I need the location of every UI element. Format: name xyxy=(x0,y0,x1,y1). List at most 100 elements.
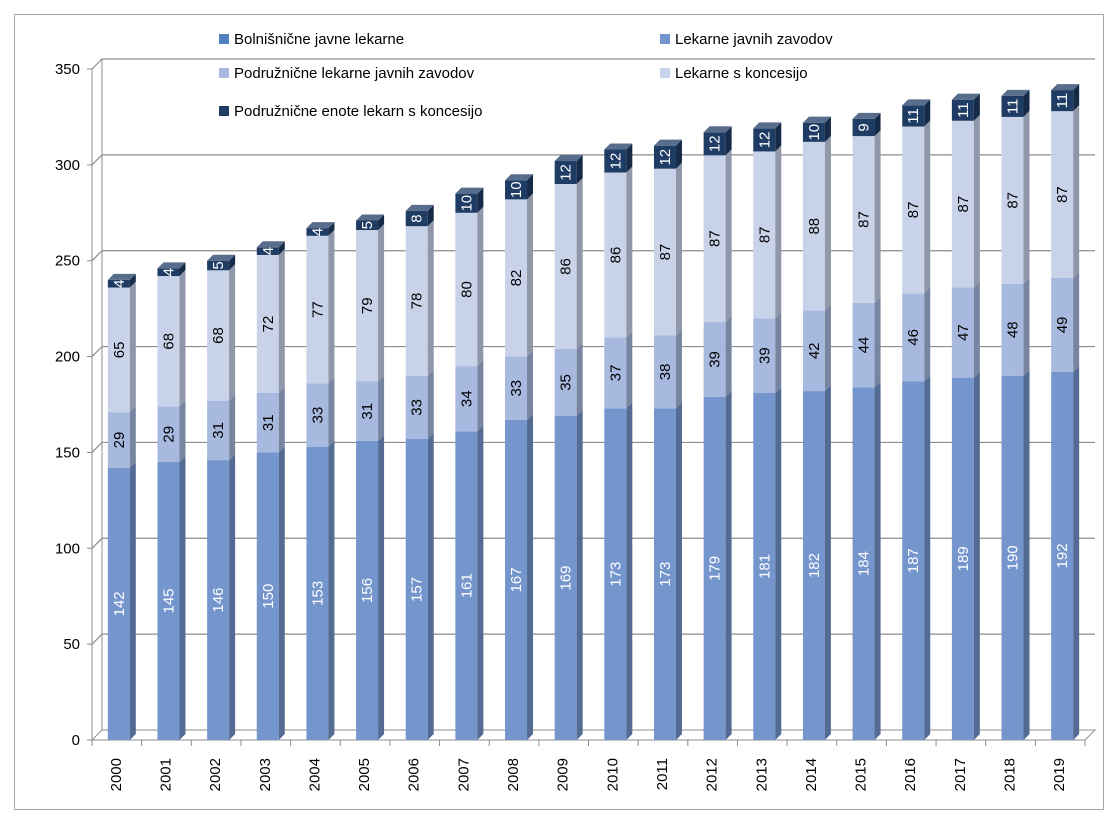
bar-side xyxy=(427,220,434,376)
bar-front xyxy=(802,310,825,392)
bar-top xyxy=(207,254,236,261)
bar-side xyxy=(179,400,186,463)
bar-side xyxy=(229,254,236,271)
bar-side xyxy=(1023,110,1030,284)
bar-top xyxy=(1001,89,1030,96)
bar-segment xyxy=(1001,369,1030,740)
bar-segment xyxy=(207,254,236,271)
bar-top xyxy=(356,214,385,221)
bar-side xyxy=(725,316,732,397)
bar-front xyxy=(1001,283,1024,376)
bar-segment xyxy=(852,112,881,137)
x-tick-label: 2008 xyxy=(505,758,522,791)
bar-side xyxy=(973,371,980,740)
gridline xyxy=(91,345,1095,357)
bar-side xyxy=(427,433,434,740)
data-label: 145 xyxy=(160,588,177,613)
legend-swatch xyxy=(219,106,229,116)
bar-side xyxy=(626,331,633,409)
bar-front xyxy=(505,180,528,200)
bar-front xyxy=(455,193,478,213)
bar-segment xyxy=(802,385,831,740)
x-tick-label: 2002 xyxy=(207,758,224,791)
bar-front xyxy=(1001,95,1024,117)
bar-side xyxy=(1073,105,1080,278)
data-label: 78 xyxy=(409,293,426,310)
data-label: 37 xyxy=(607,365,624,382)
data-label: 72 xyxy=(260,316,277,333)
bar-side xyxy=(477,425,484,740)
data-label: 82 xyxy=(508,270,525,287)
bar-front xyxy=(157,268,180,277)
data-label: 29 xyxy=(111,432,128,449)
legend-swatch xyxy=(219,34,229,44)
bar-front xyxy=(455,431,478,740)
x-tick-label: 2007 xyxy=(455,758,472,791)
bar-front xyxy=(356,230,379,382)
bar-front xyxy=(405,439,428,740)
bar-front xyxy=(405,375,428,440)
bar-segment xyxy=(902,120,931,294)
bar-side xyxy=(179,262,186,277)
bar-front xyxy=(306,446,329,740)
bar-segment xyxy=(306,440,335,740)
bar-front xyxy=(455,366,478,432)
bar-front xyxy=(256,392,279,453)
bar-side xyxy=(824,135,831,311)
data-label: 187 xyxy=(905,548,922,573)
bar-segment xyxy=(1051,84,1080,112)
bar-segment xyxy=(405,204,434,227)
bar-top xyxy=(802,116,831,123)
bar-front xyxy=(554,161,577,185)
bar-segment xyxy=(1001,89,1030,117)
bar-front xyxy=(902,381,925,740)
bar-front xyxy=(554,348,577,417)
bar-side xyxy=(179,270,186,407)
bar-segment xyxy=(902,375,931,740)
bar-side xyxy=(1073,84,1080,112)
bar-segment xyxy=(951,93,980,121)
bar-side xyxy=(1073,271,1080,372)
data-label: 10 xyxy=(458,195,475,212)
bar-side xyxy=(1023,277,1030,376)
gridline xyxy=(91,441,1095,453)
bar-segment xyxy=(653,162,682,336)
x-tick-label: 2018 xyxy=(1002,758,1019,791)
bar-top xyxy=(852,112,881,119)
bar-side xyxy=(278,386,285,453)
bar-side xyxy=(924,375,931,740)
bar-front xyxy=(1001,116,1024,284)
data-label: 42 xyxy=(806,342,823,359)
bar-side xyxy=(775,145,782,319)
data-label: 77 xyxy=(309,301,326,318)
gridlines xyxy=(91,58,1095,645)
bar-side xyxy=(626,143,633,173)
legend-swatch xyxy=(660,34,670,44)
bar-segment xyxy=(554,155,583,185)
bar-front xyxy=(703,322,726,397)
x-tick-label: 2009 xyxy=(555,758,572,791)
bar-side xyxy=(229,394,236,461)
bar-front xyxy=(653,168,676,336)
data-label: 153 xyxy=(309,581,326,606)
bar-segment xyxy=(157,262,186,277)
bar-front xyxy=(1051,371,1074,740)
y-tick-label: 0 xyxy=(72,732,80,749)
bar-segment xyxy=(1001,110,1030,284)
bar-side xyxy=(328,377,335,447)
bar-side xyxy=(576,342,583,417)
bar-front xyxy=(852,302,875,388)
legend-swatch xyxy=(219,68,229,78)
bar-front xyxy=(1051,90,1074,112)
bar-segment xyxy=(207,394,236,461)
bar-front xyxy=(852,387,875,740)
x-tick-label: 2005 xyxy=(356,758,373,791)
data-label: 4 xyxy=(160,268,177,276)
bar-side xyxy=(278,241,285,255)
gridline xyxy=(91,537,1095,549)
bar-front xyxy=(505,356,528,420)
bar-segment xyxy=(753,386,782,740)
bar-side xyxy=(378,224,385,382)
bar-front xyxy=(951,99,974,121)
legend-item: Podružnične enote lekarn s koncesijo xyxy=(219,103,482,120)
